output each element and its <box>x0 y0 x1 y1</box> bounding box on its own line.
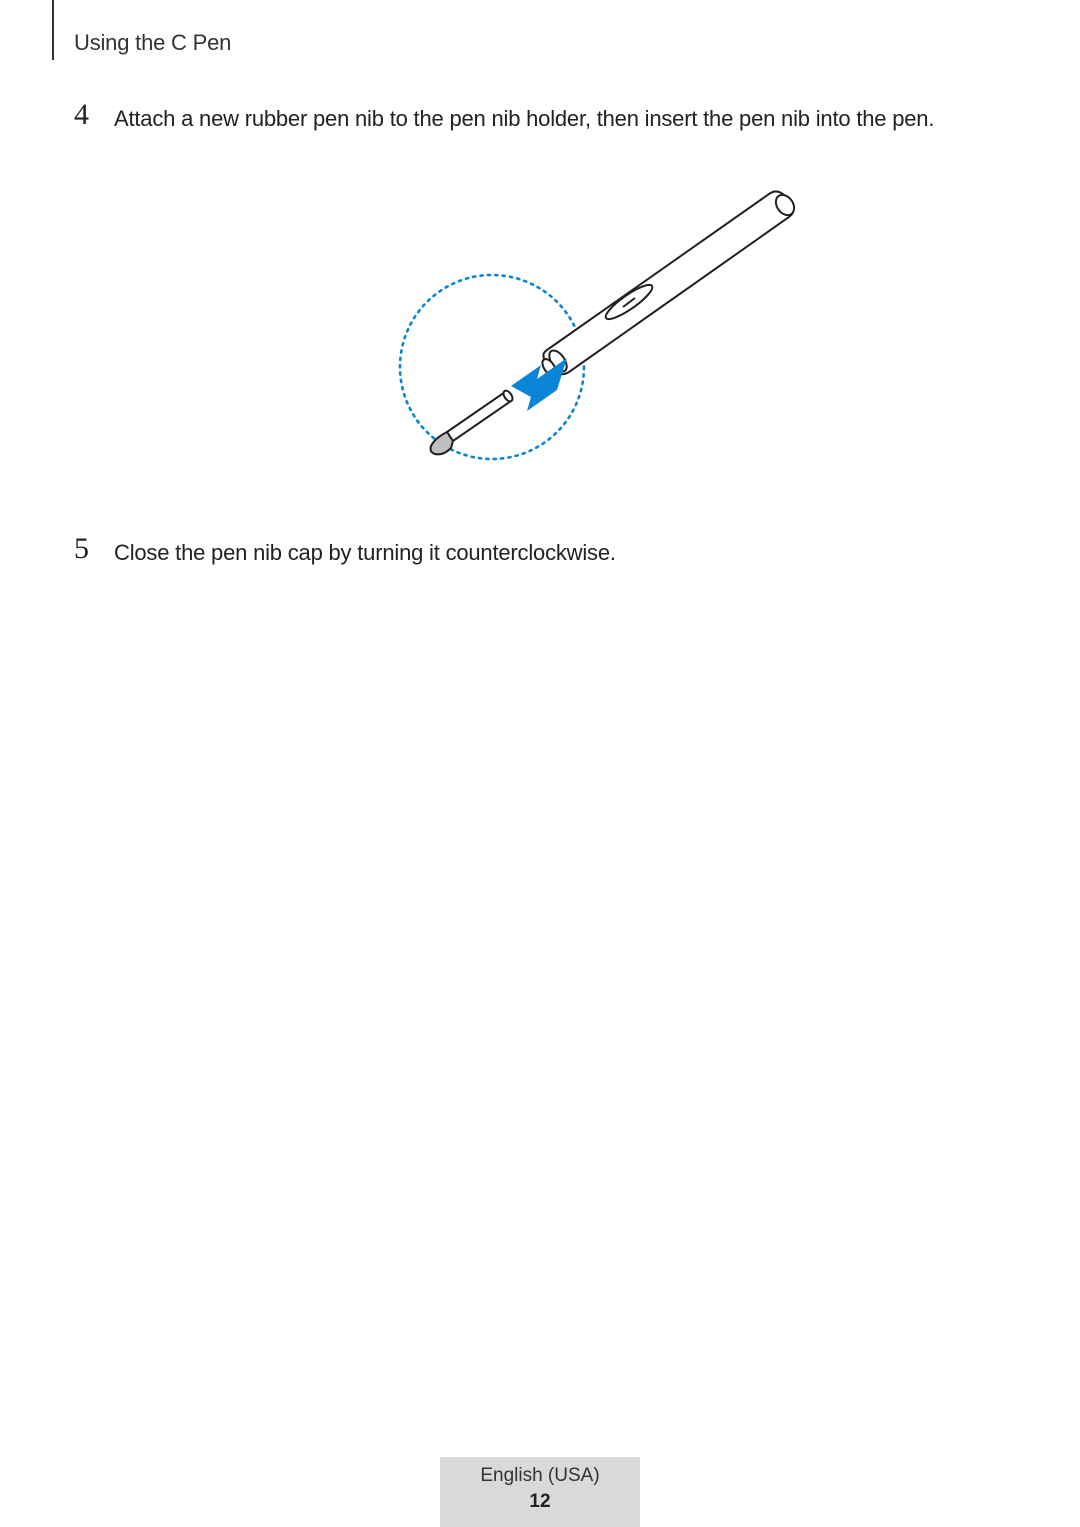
footer-page-number: 12 <box>440 1491 640 1513</box>
pen-diagram <box>279 154 799 494</box>
step-text: Close the pen nib cap by turning it coun… <box>114 534 616 568</box>
step-4: 4 Attach a new rubber pen nib to the pen… <box>74 100 1004 134</box>
step-number: 5 <box>74 534 96 564</box>
page-footer: English (USA) 12 <box>0 1457 1080 1527</box>
step-text: Attach a new rubber pen nib to the pen n… <box>114 100 934 134</box>
step-5: 5 Close the pen nib cap by turning it co… <box>74 534 1004 568</box>
step-number: 4 <box>74 100 96 130</box>
footer-language: English (USA) <box>440 1465 640 1487</box>
figure-container <box>74 154 1004 494</box>
document-page: Using the C Pen 4 Attach a new rubber pe… <box>0 0 1080 1527</box>
steps-list: 4 Attach a new rubber pen nib to the pen… <box>74 100 1004 567</box>
header-rule <box>52 0 54 60</box>
section-title: Using the C Pen <box>74 30 231 56</box>
